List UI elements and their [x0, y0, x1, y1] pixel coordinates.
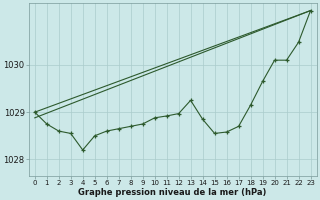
X-axis label: Graphe pression niveau de la mer (hPa): Graphe pression niveau de la mer (hPa) [78, 188, 267, 197]
